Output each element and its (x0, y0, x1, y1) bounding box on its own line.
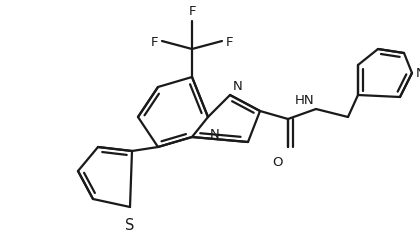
Text: N: N (416, 67, 420, 80)
Text: F: F (226, 35, 234, 48)
Text: F: F (150, 35, 158, 48)
Text: HN: HN (294, 94, 314, 106)
Text: O: O (273, 155, 283, 168)
Text: N: N (233, 80, 243, 93)
Text: F: F (188, 5, 196, 18)
Text: N: N (210, 128, 220, 140)
Text: S: S (125, 217, 135, 231)
